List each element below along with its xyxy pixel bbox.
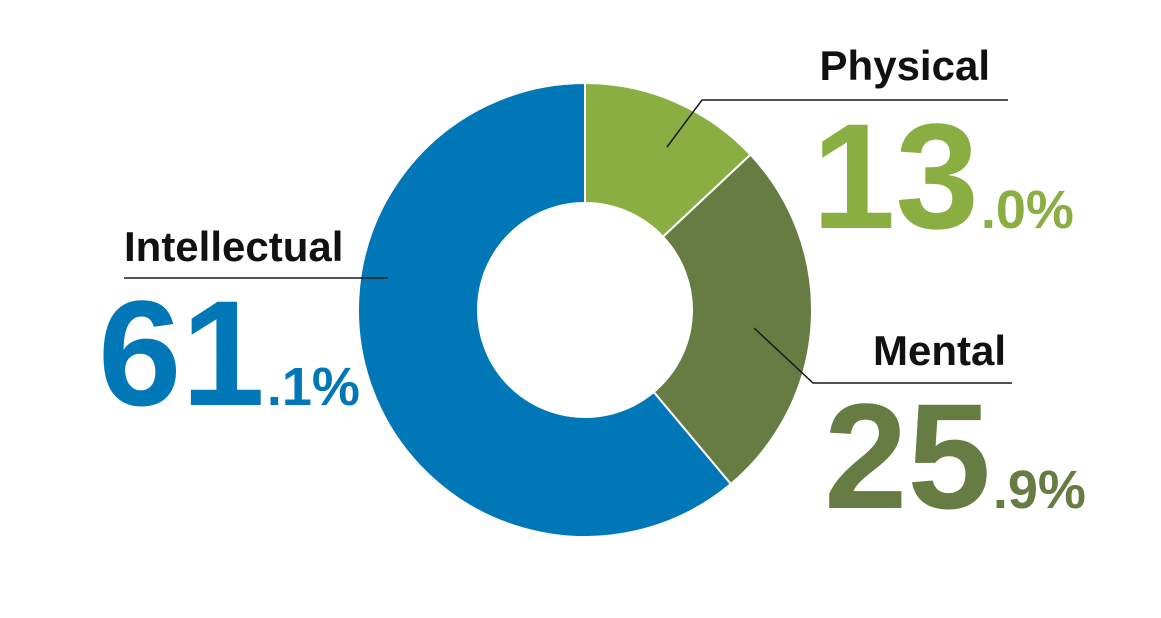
leader-line-mental — [753, 327, 1012, 384]
leader-line-physical — [666, 99, 1008, 148]
slice-label-mental: Mental — [873, 327, 1006, 374]
slice-value-intellectual-int: 61 — [98, 269, 265, 437]
slice-value-mental-int: 25 — [824, 372, 991, 540]
slice-value-mental: 25.9% — [824, 372, 1086, 540]
donut-slice-intellectual — [357, 81, 733, 538]
label-group-mental: Mental 25.9% — [753, 327, 1086, 540]
slice-value-physical-int: 13 — [812, 92, 979, 260]
slice-value-physical: 13.0% — [812, 92, 1074, 260]
donut-slice-mental — [652, 153, 813, 486]
label-group-intellectual: Intellectual 61.1% — [98, 223, 388, 437]
slice-value-intellectual: 61.1% — [98, 269, 360, 437]
label-group-physical: Physical 13.0% — [666, 42, 1074, 260]
slice-value-physical-frac: .0% — [981, 180, 1074, 240]
donut-slices — [357, 81, 813, 538]
slice-label-intellectual: Intellectual — [124, 223, 343, 270]
slice-value-mental-frac: .9% — [993, 460, 1086, 520]
slice-value-intellectual-frac: .1% — [267, 357, 360, 417]
slice-label-physical: Physical — [820, 42, 990, 89]
